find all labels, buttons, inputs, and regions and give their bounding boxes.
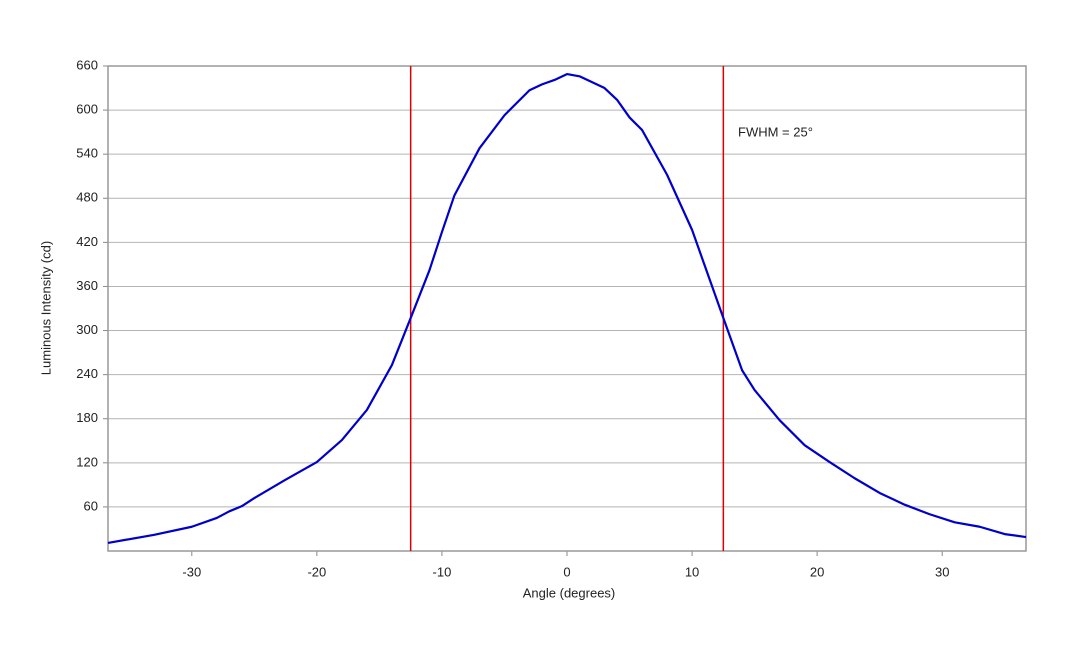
y-tick-label: 360: [76, 278, 98, 293]
x-tick-label: -20: [307, 564, 326, 579]
x-tick-label: 10: [685, 564, 699, 579]
x-tick-label: -10: [433, 564, 452, 579]
y-tick-label: 660: [76, 57, 98, 72]
x-tick-label: 30: [935, 564, 949, 579]
x-tick-label: -30: [182, 564, 201, 579]
y-tick-label: 480: [76, 190, 98, 205]
data-line: [107, 72, 1027, 545]
x-tick-label: 20: [810, 564, 824, 579]
y-tick-label: 240: [76, 366, 98, 381]
annotation: FWHM = 25°: [738, 124, 813, 139]
y-axis-label: Luminous Intensity (cd): [38, 241, 53, 375]
y-tick-label: 540: [76, 146, 98, 161]
y-tick-label: 300: [76, 322, 98, 337]
y-tick-label: 60: [84, 498, 98, 513]
y-tick-label: 420: [76, 234, 98, 249]
y-tick-label: 600: [76, 102, 98, 117]
y-tick-label: 120: [76, 454, 98, 469]
y-tick-label: 180: [76, 410, 98, 425]
x-tick-label: 0: [563, 564, 570, 579]
x-axis-label: Angle (degrees): [523, 585, 616, 600]
plot-border: [107, 65, 1027, 552]
